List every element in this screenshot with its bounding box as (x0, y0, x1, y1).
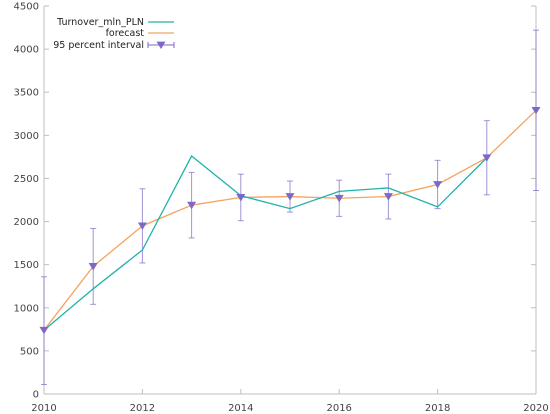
legend-label: 95 percent interval (53, 40, 144, 51)
interval-point (285, 193, 295, 201)
interval-point (88, 263, 98, 271)
legend-marker-interval (156, 41, 166, 50)
interval-point (482, 154, 492, 162)
interval-point (531, 106, 541, 115)
x-tick-label: 2012 (130, 403, 155, 414)
y-tick-label: 1000 (14, 303, 39, 314)
x-tick-label: 2010 (31, 403, 56, 414)
chart-marks (39, 29, 541, 386)
x-tick-label: 2020 (523, 403, 548, 414)
interval-point (39, 326, 49, 335)
forecast-line (43, 109, 537, 331)
legend-label: forecast (106, 28, 145, 39)
interval-point (383, 193, 393, 201)
chart-axes: 0 500 1000 1500 2000 2500 3000 3500 4000 4500 2010… (14, 2, 549, 414)
legend-label: Turnover_mln_PLN (56, 17, 144, 28)
x-tick-label: 2016 (326, 403, 351, 414)
y-tick-label: 3500 (14, 88, 39, 99)
y-tick-label: 2500 (14, 174, 39, 185)
y-tick-label: 3000 (14, 131, 39, 142)
interval-point (334, 194, 344, 203)
interval-point (433, 181, 443, 189)
interval-point (137, 222, 147, 230)
x-tick-label: 2014 (228, 403, 253, 414)
y-tick-label: 2000 (14, 217, 39, 228)
y-tick-label: 4000 (14, 45, 39, 56)
y-tick-label: 500 (20, 346, 39, 357)
turnover-line (43, 155, 488, 331)
interval-point (236, 194, 246, 202)
x-tick-label: 2018 (425, 403, 450, 414)
y-tick-label: 1500 (14, 260, 39, 271)
y-tick-label: 0 (33, 390, 39, 401)
y-tick-label: 4500 (14, 2, 39, 13)
interval-point (187, 201, 197, 210)
